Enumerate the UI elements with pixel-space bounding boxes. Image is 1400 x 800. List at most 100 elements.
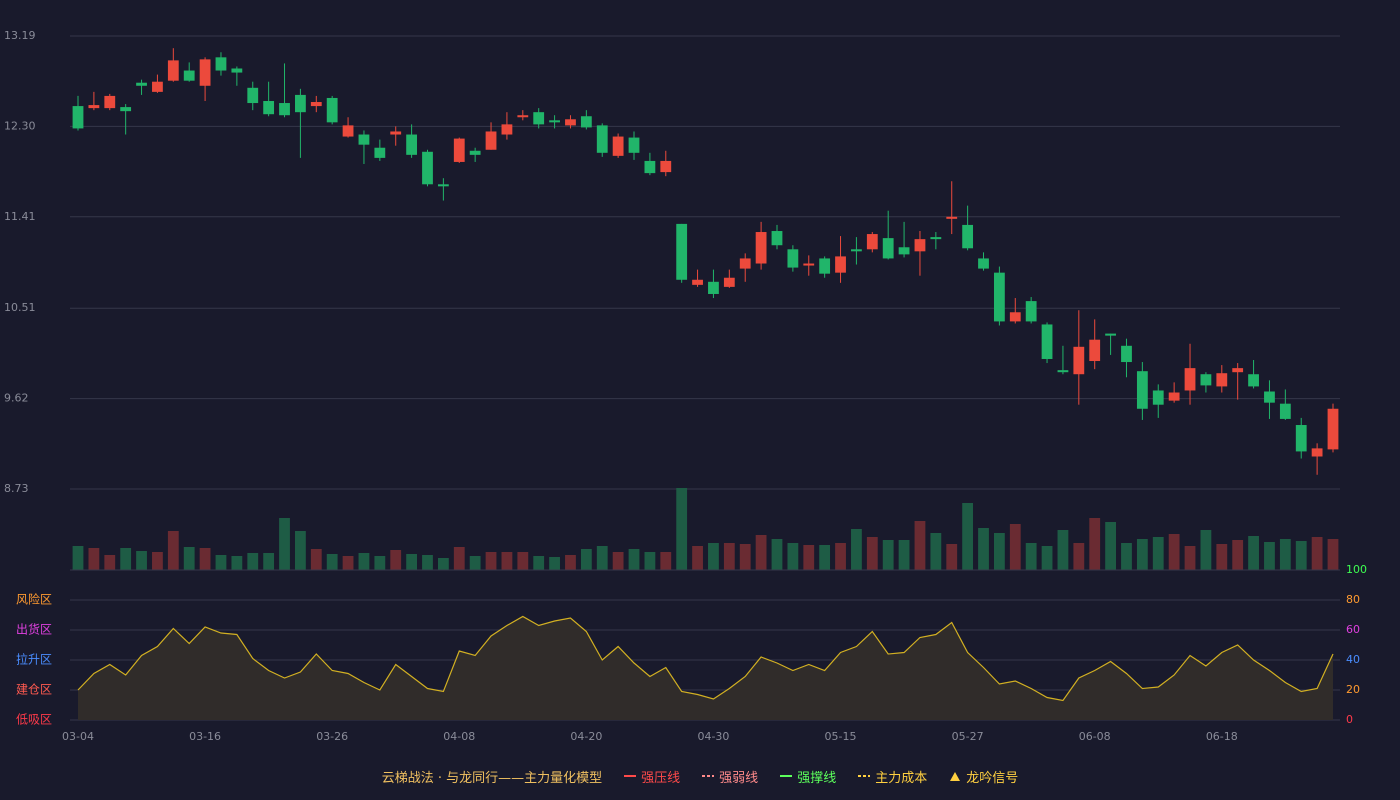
- candle-body: [692, 279, 703, 285]
- volume-bar: [1232, 540, 1244, 570]
- indicator-line: [77, 615, 1334, 702]
- candle-body: [739, 258, 751, 269]
- volume-bar: [898, 540, 910, 570]
- candle-body: [247, 87, 259, 104]
- candle-body: [708, 281, 719, 294]
- volume-bar: [326, 554, 338, 570]
- volume-bar: [263, 553, 275, 570]
- candle-body: [104, 95, 116, 109]
- volume-bar: [1295, 541, 1307, 570]
- y-tick-label: 11.41: [4, 210, 36, 223]
- indicator-tick-label: 40: [1346, 653, 1360, 666]
- legend-marker: [858, 775, 871, 777]
- candle-body: [390, 131, 402, 135]
- volume-bar: [136, 551, 147, 570]
- candle-body: [882, 238, 894, 259]
- volume-bar: [247, 553, 259, 570]
- candle-body: [437, 184, 449, 187]
- candle-body: [755, 232, 767, 264]
- candle-body: [501, 124, 513, 135]
- indicator-tick-label: 80: [1346, 593, 1360, 606]
- volume-bar: [612, 552, 624, 570]
- volume-bar: [787, 543, 799, 570]
- candle-body: [898, 247, 910, 255]
- volume-bar: [1200, 530, 1212, 570]
- candle-body: [469, 150, 481, 155]
- candle-body: [1136, 371, 1148, 409]
- volume-bar: [692, 546, 703, 570]
- volume-bar: [946, 544, 958, 570]
- zone-label: 建仓区: [16, 683, 52, 697]
- volume-bar: [851, 529, 862, 570]
- volume-bar: [644, 552, 656, 570]
- volume-bar: [1216, 544, 1228, 570]
- chart: 8.73 9.62 10.51 11.41 12.30 13.19 03-04 03-16 03…: [4, 29, 1367, 743]
- volume-bar: [1121, 543, 1132, 570]
- volume-bar: [1089, 518, 1101, 570]
- candle-body: [1152, 390, 1164, 405]
- candle-body: [1216, 373, 1228, 387]
- volume-bar: [1168, 534, 1180, 570]
- candle-body: [199, 59, 211, 86]
- candle-body: [183, 70, 195, 81]
- candle-body: [533, 112, 545, 125]
- volume-bar: [914, 521, 926, 570]
- candle-body: [374, 147, 386, 158]
- x-tick-label: 04-30: [697, 730, 729, 743]
- volume-bar: [374, 556, 386, 570]
- legend-label: 主力成本: [875, 770, 928, 786]
- volume-bar: [819, 545, 831, 570]
- candle-body: [1121, 345, 1132, 363]
- volume-bar: [708, 543, 719, 570]
- legend-title: 云梯战法 · 与龙同行——主力量化模型: [381, 770, 603, 786]
- candle-body: [72, 106, 84, 129]
- volume-bar: [1311, 537, 1323, 570]
- indicator-area: [78, 616, 1333, 720]
- indicator-tick-label: 100: [1346, 563, 1367, 576]
- candle-body: [962, 224, 974, 249]
- volume-bar: [88, 548, 100, 570]
- candle-body: [453, 138, 465, 162]
- volume-bar: [342, 556, 354, 570]
- candle-body: [1009, 312, 1021, 322]
- candle-body: [406, 134, 418, 155]
- volume-bar: [390, 550, 402, 570]
- legend-marker: [780, 775, 793, 777]
- indicator-tick-label: 20: [1346, 683, 1360, 696]
- volume-bar: [199, 548, 211, 570]
- candle-body: [1041, 324, 1053, 359]
- y-tick-label: 12.30: [4, 119, 36, 132]
- candle-body: [580, 116, 592, 128]
- volume-bar: [231, 556, 243, 570]
- candle-body: [310, 102, 322, 107]
- x-tick-label: 05-27: [952, 730, 984, 743]
- candle-body: [326, 97, 338, 123]
- volume-bar: [866, 537, 878, 570]
- volume-bar: [1264, 542, 1275, 570]
- volume-bar: [485, 552, 497, 570]
- volume-bar: [596, 546, 608, 570]
- candle-body: [676, 223, 688, 280]
- indicator-tick-label: 0: [1346, 713, 1353, 726]
- candle-body: [1184, 368, 1196, 391]
- candle-body: [1089, 339, 1101, 362]
- x-tick-label: 05-15: [825, 730, 857, 743]
- candle-body: [978, 258, 989, 269]
- x-tick-label: 04-20: [570, 730, 602, 743]
- volume-bar: [469, 556, 481, 570]
- volume-bar: [1152, 537, 1164, 570]
- zone-label: 风险区: [16, 592, 52, 607]
- volume-bar: [72, 546, 84, 570]
- candle-body: [612, 136, 624, 156]
- volume-bar: [358, 553, 370, 570]
- volume-bar: [406, 554, 418, 570]
- volume-bar: [422, 555, 433, 570]
- candle-body: [644, 160, 656, 174]
- volume-bar: [676, 488, 688, 570]
- volume-bar: [1136, 539, 1148, 570]
- y-tick-label: 8.73: [4, 482, 29, 495]
- candle-body: [1232, 368, 1244, 373]
- candle-body: [1168, 392, 1180, 401]
- candle-body: [723, 277, 735, 287]
